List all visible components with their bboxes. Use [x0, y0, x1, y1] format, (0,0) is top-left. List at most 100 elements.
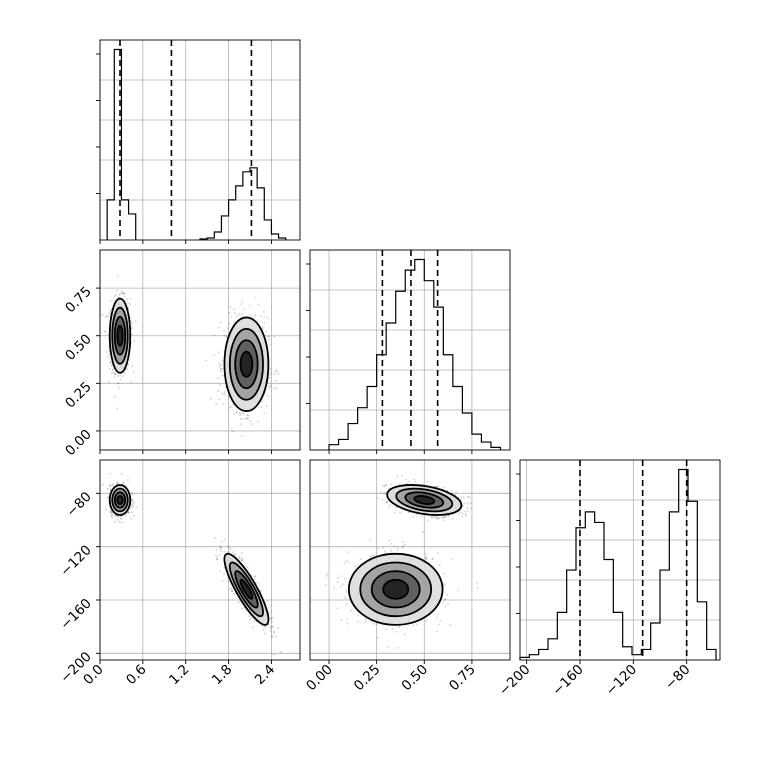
- sample-point: [229, 547, 232, 550]
- sample-point: [231, 430, 234, 433]
- x-tick-label: 0.6: [123, 662, 150, 689]
- sample-point: [256, 582, 259, 584]
- sample-point: [119, 378, 122, 381]
- sample-point: [107, 315, 110, 318]
- sample-point: [244, 417, 247, 420]
- sample-point: [123, 295, 126, 297]
- sample-point: [436, 485, 438, 488]
- sample-point: [122, 481, 125, 484]
- sample-point: [126, 298, 128, 300]
- sample-point: [412, 624, 415, 627]
- sample-point: [109, 488, 111, 491]
- sample-point: [261, 400, 264, 403]
- sample-point: [116, 518, 118, 521]
- sample-point: [241, 607, 243, 610]
- sample-point: [343, 596, 346, 598]
- sample-point: [241, 552, 243, 554]
- sample-point: [426, 556, 428, 559]
- sample-point: [218, 545, 221, 547]
- sample-point: [240, 417, 242, 420]
- sample-point: [241, 301, 243, 304]
- sample-point: [101, 313, 104, 316]
- sample-point: [336, 607, 339, 610]
- histogram-p1: [328, 258, 502, 450]
- sample-point: [109, 368, 111, 371]
- sample-point: [117, 516, 120, 518]
- sample-point: [111, 369, 114, 371]
- density-contour: [108, 297, 132, 374]
- sample-point: [387, 487, 390, 490]
- sample-point: [263, 412, 266, 415]
- sample-point: [457, 589, 459, 592]
- sample-point: [274, 380, 277, 382]
- sample-point: [269, 367, 272, 370]
- sample-point: [262, 628, 265, 631]
- density-contour: [108, 484, 132, 516]
- sample-point: [273, 631, 275, 634]
- sample-point: [116, 407, 119, 410]
- sample-point: [122, 292, 125, 295]
- sample-point: [337, 577, 339, 580]
- sample-point: [233, 320, 236, 323]
- sample-point: [357, 614, 360, 617]
- sample-point: [231, 551, 234, 554]
- sample-point: [333, 587, 335, 590]
- sample-point: [131, 501, 134, 503]
- sample-point: [266, 599, 269, 602]
- density-contour: [404, 491, 445, 509]
- sample-point: [228, 312, 231, 314]
- sample-point: [249, 419, 252, 422]
- sample-point: [385, 484, 387, 487]
- sample-point: [230, 427, 233, 430]
- sample-point: [105, 508, 107, 511]
- sample-point: [220, 363, 223, 366]
- hist-panel-p0: [96, 39, 301, 244]
- sample-point: [109, 511, 111, 513]
- sample-point: [117, 382, 119, 385]
- sample-point: [113, 373, 116, 375]
- sample-point: [443, 515, 446, 518]
- sample-point: [250, 617, 253, 620]
- sample-point: [240, 435, 243, 438]
- sample-point: [237, 601, 240, 604]
- density-contour: [113, 315, 127, 356]
- sample-point: [248, 615, 251, 618]
- sample-point: [442, 519, 445, 522]
- sample-point: [434, 516, 437, 518]
- sample-point: [106, 315, 108, 317]
- sample-point: [406, 482, 409, 485]
- sample-point: [238, 313, 240, 316]
- sample-point: [106, 487, 109, 490]
- density-contour: [228, 561, 264, 618]
- sample-point: [272, 625, 274, 628]
- sample-point: [120, 290, 123, 293]
- sample-point: [231, 590, 233, 592]
- sample-point: [131, 322, 133, 325]
- sample-point: [372, 554, 375, 557]
- sample-point: [259, 315, 262, 318]
- sample-point: [130, 326, 133, 329]
- sample-point: [270, 603, 273, 606]
- sample-point: [217, 377, 220, 379]
- sample-point: [217, 326, 220, 329]
- sample-point: [266, 395, 269, 397]
- sample-point: [272, 653, 275, 656]
- sample-point: [116, 275, 119, 278]
- sample-point: [421, 515, 423, 518]
- sample-point: [120, 517, 123, 520]
- sample-point: [218, 554, 221, 557]
- sample-point: [253, 620, 256, 622]
- sample-point: [265, 330, 268, 333]
- sample-point: [442, 516, 445, 519]
- sample-point: [105, 351, 108, 353]
- sample-point: [108, 312, 111, 314]
- sample-point: [269, 626, 272, 628]
- sample-point: [122, 482, 125, 485]
- sample-point: [242, 606, 245, 609]
- sample-point: [241, 312, 244, 315]
- sample-point: [122, 291, 124, 294]
- sample-point: [259, 590, 262, 593]
- sample-point: [468, 495, 471, 498]
- grid: [520, 460, 720, 660]
- sample-point: [133, 502, 135, 505]
